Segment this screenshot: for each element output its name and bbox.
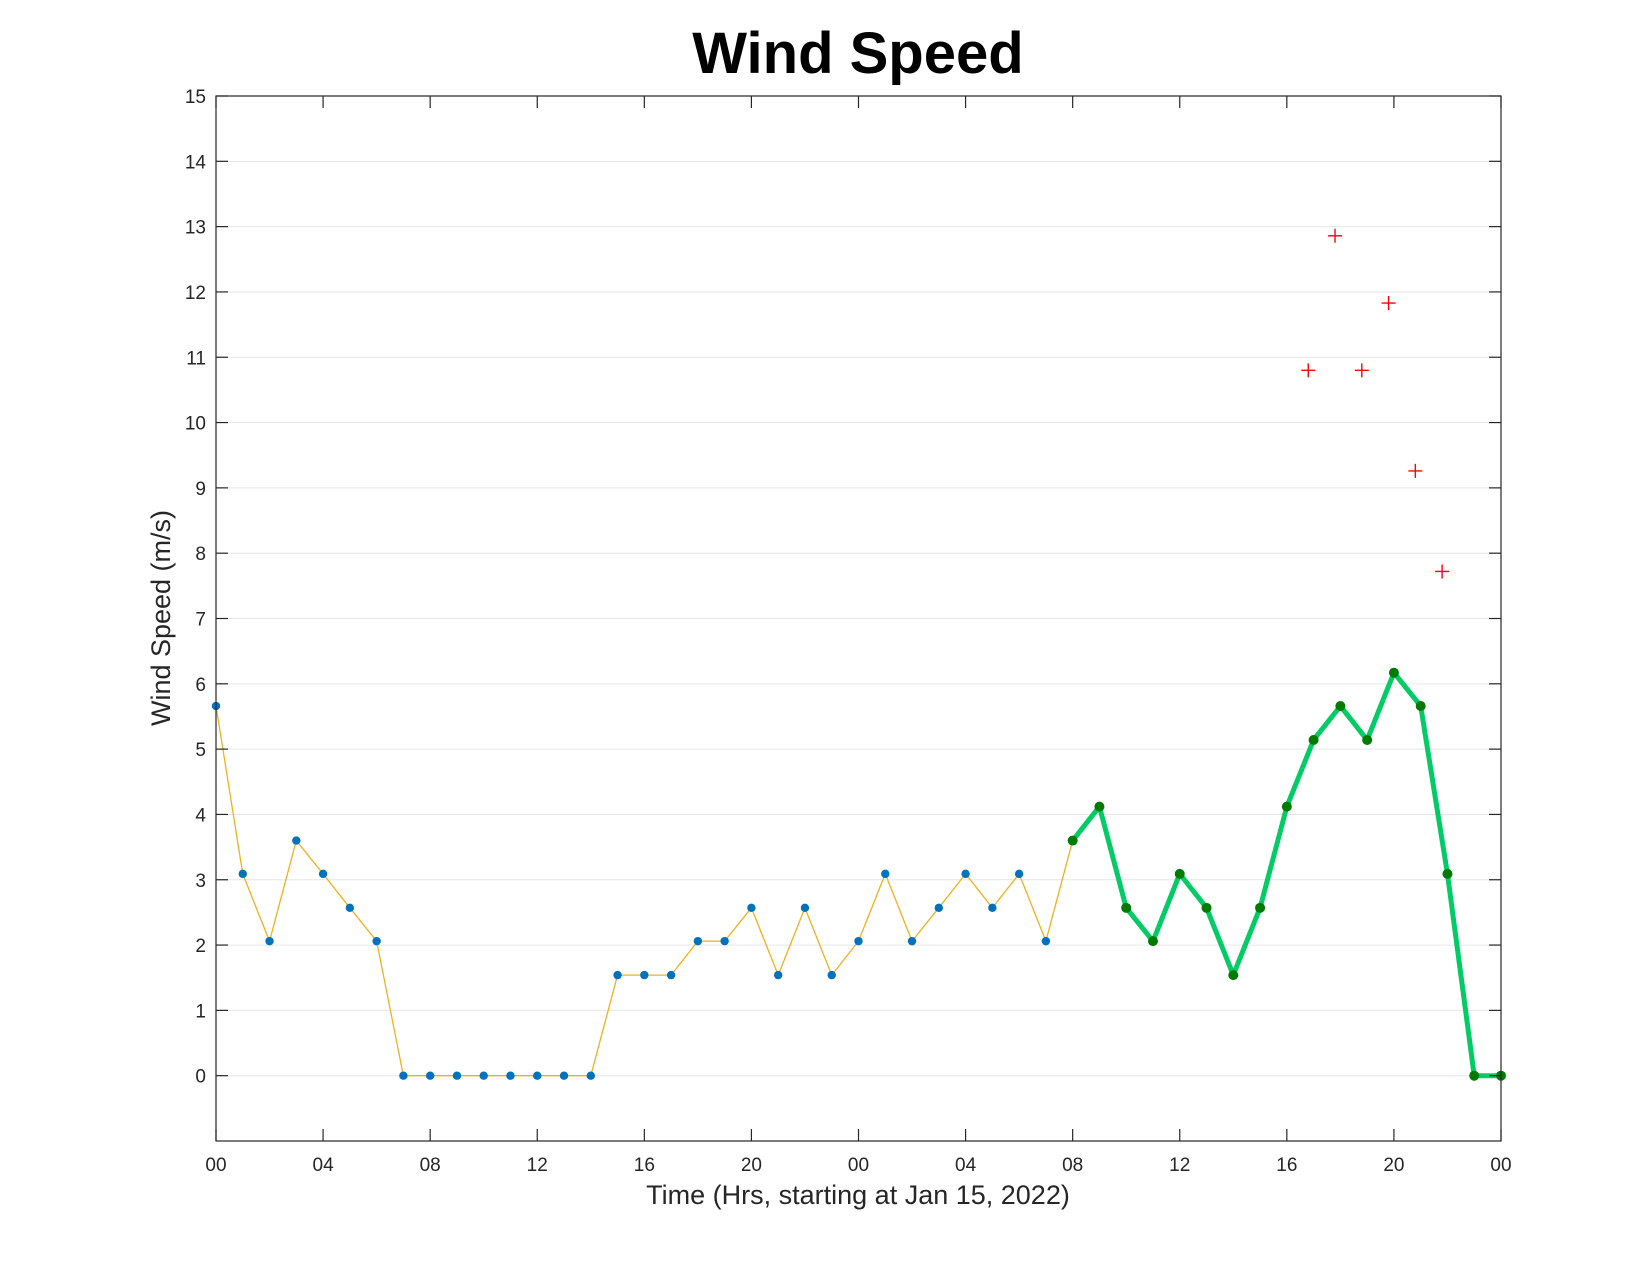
data-point (452, 1071, 462, 1080)
data-point (586, 1071, 595, 1080)
data-point (1281, 801, 1292, 812)
data-point (773, 970, 783, 980)
data-point (1388, 667, 1399, 678)
y-tick-label: 8 (195, 544, 206, 565)
series-thin-line-dots (211, 701, 1077, 1080)
series-line (215, 705, 1074, 1077)
data-point (907, 936, 917, 946)
y-axis-label: Wind Speed (m/s) (146, 510, 176, 726)
x-tick-label: 12 (527, 1155, 548, 1176)
data-point (988, 903, 997, 913)
data-point (800, 903, 810, 913)
data-point-plus (1301, 363, 1316, 378)
y-tick-label: 14 (185, 152, 207, 173)
x-tick-label: 12 (1169, 1155, 1190, 1176)
data-point (533, 1071, 542, 1080)
y-tick-label: 4 (195, 805, 206, 826)
y-tick-label: 6 (195, 675, 206, 696)
data-point (1147, 936, 1158, 947)
data-point (1094, 801, 1105, 812)
data-point (640, 970, 649, 980)
data-point (1067, 835, 1078, 846)
data-point (961, 869, 970, 879)
data-point (1362, 734, 1373, 745)
y-tick-label: 10 (185, 414, 206, 435)
series-line (1070, 670, 1501, 1079)
y-tick-label: 12 (185, 283, 206, 304)
data-point-plus (1435, 564, 1450, 579)
data-point (1041, 936, 1051, 946)
data-point (1469, 1070, 1480, 1081)
series-plus-markers (1301, 228, 1450, 579)
data-point (265, 936, 274, 946)
data-point (1174, 868, 1185, 879)
data-point (720, 936, 729, 946)
data-point (506, 1071, 515, 1080)
y-tick-label: 7 (195, 610, 206, 631)
data-point (854, 936, 863, 946)
data-point-plus (1408, 463, 1423, 478)
y-tick-label: 15 (185, 87, 206, 108)
data-point (1201, 902, 1212, 913)
data-point (881, 869, 890, 879)
data-point-plus (1381, 296, 1396, 311)
x-tick-label: 00 (205, 1155, 226, 1176)
y-tick-label: 9 (195, 479, 206, 500)
x-tick-label: 00 (1490, 1155, 1511, 1176)
data-point (747, 903, 756, 913)
y-tick-label: 0 (195, 1067, 206, 1088)
x-tick-label: 08 (1062, 1155, 1083, 1176)
y-tick-label: 2 (195, 936, 206, 957)
data-point (425, 1071, 435, 1080)
plot-series (211, 228, 1506, 1081)
data-point (559, 1071, 569, 1080)
data-point (1308, 734, 1319, 745)
data-point (693, 936, 703, 946)
y-tick-label: 5 (195, 740, 206, 761)
data-point (1335, 701, 1346, 712)
data-point-plus (1328, 228, 1343, 243)
data-point-plus (1354, 363, 1369, 378)
data-point (1415, 701, 1426, 712)
data-point (613, 970, 622, 980)
data-point (827, 970, 836, 980)
x-tick-label: 08 (420, 1155, 441, 1176)
x-tick-label: 16 (634, 1155, 655, 1176)
grid-lines (216, 95, 1501, 1077)
x-tick-label: 20 (1383, 1155, 1404, 1176)
x-tick-label: 00 (848, 1155, 869, 1176)
x-tick-label: 16 (1276, 1155, 1297, 1176)
data-point (1228, 970, 1239, 981)
data-point (238, 869, 247, 879)
y-tick-label: 13 (185, 218, 206, 239)
data-point (479, 1071, 488, 1080)
y-tick-label: 3 (195, 871, 206, 892)
data-point (1014, 869, 1024, 879)
data-point (372, 936, 381, 946)
data-point (1121, 902, 1132, 913)
x-tick-label: 04 (955, 1155, 977, 1176)
chart-title: Wind Speed (692, 21, 1023, 86)
data-point (934, 903, 944, 913)
series-thick-line-dots (1067, 667, 1506, 1081)
data-point (666, 970, 676, 980)
y-tick-label: 11 (186, 348, 206, 369)
data-point (1442, 868, 1453, 879)
x-tick-label: 04 (313, 1155, 335, 1176)
x-axis-label: Time (Hrs, starting at Jan 15, 2022) (646, 1180, 1070, 1210)
data-point (1255, 902, 1266, 913)
data-point (399, 1071, 408, 1080)
y-tick-label: 1 (195, 1001, 206, 1022)
x-tick-label: 20 (741, 1155, 762, 1176)
data-point (318, 869, 328, 879)
data-point (345, 903, 355, 913)
data-point (292, 836, 301, 845)
